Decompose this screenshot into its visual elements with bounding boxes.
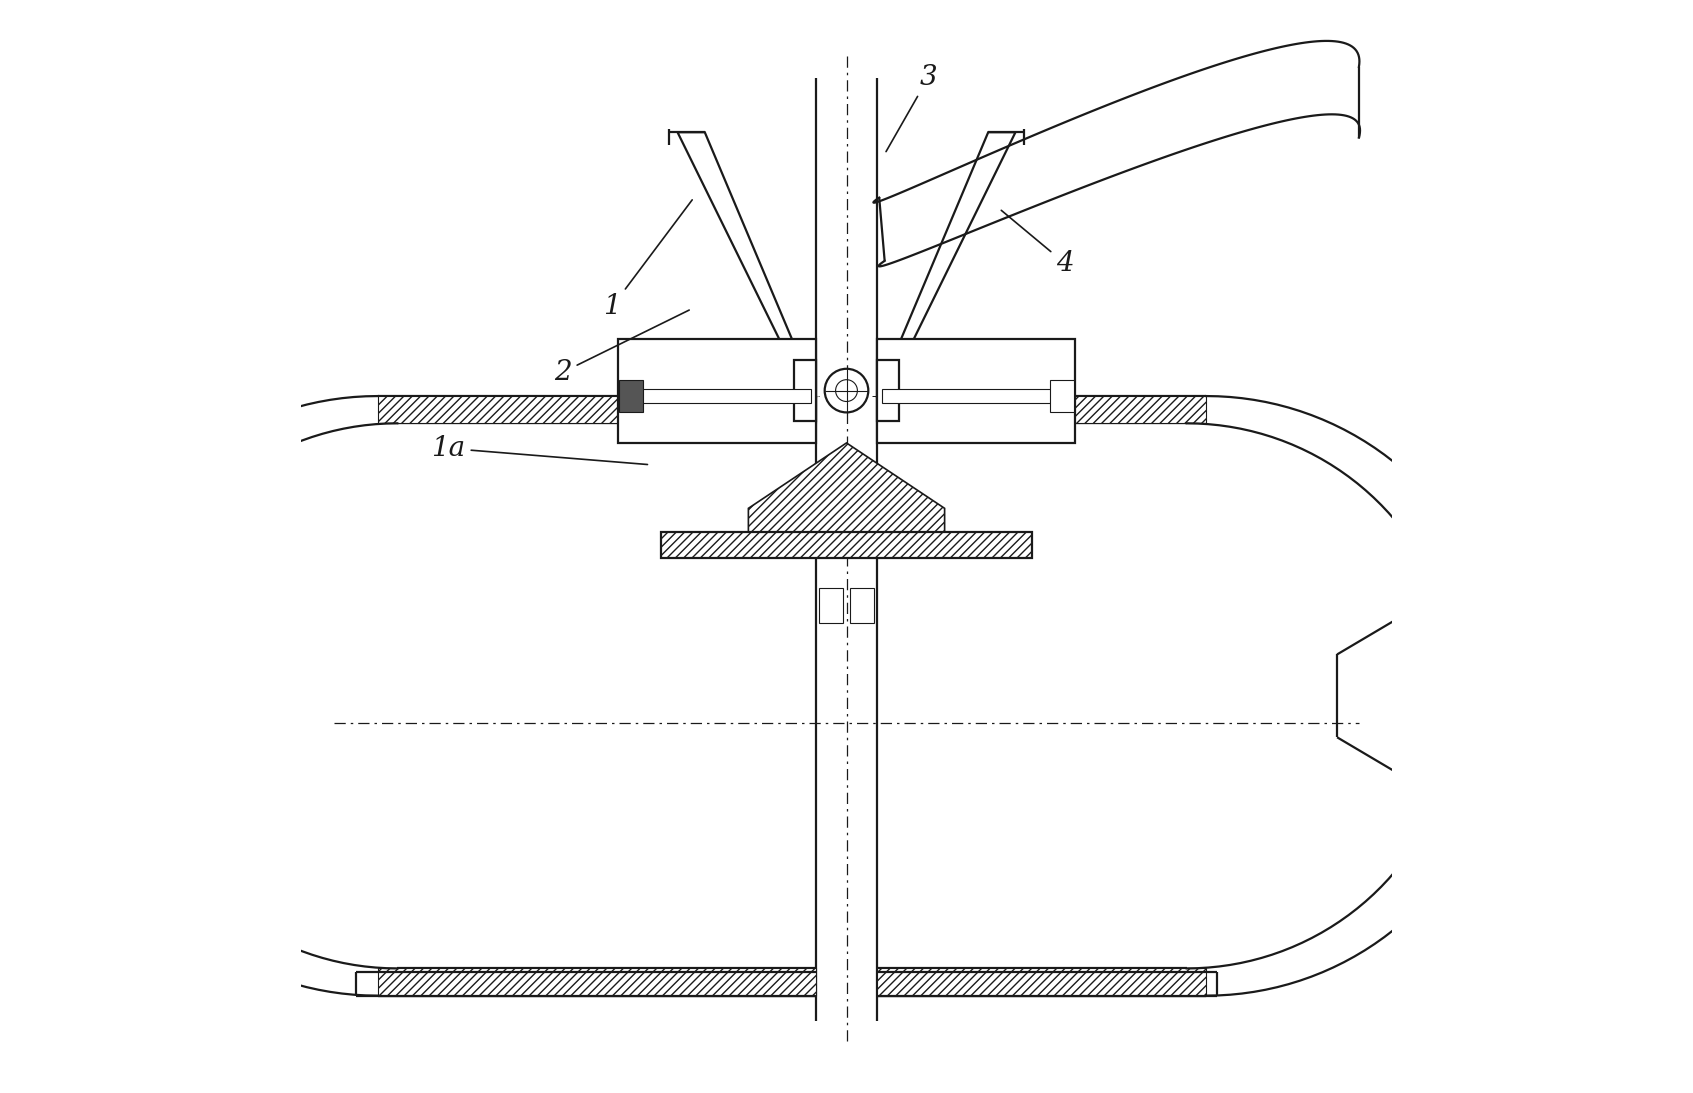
Polygon shape [618,379,643,412]
Circle shape [836,379,857,401]
Polygon shape [877,396,1207,423]
Polygon shape [819,588,843,623]
Text: 3: 3 [885,64,938,152]
Circle shape [824,368,869,412]
Text: 2: 2 [554,310,689,386]
Text: 1: 1 [603,200,692,320]
Polygon shape [378,968,816,996]
Polygon shape [628,389,811,403]
Polygon shape [877,968,1207,996]
Polygon shape [618,339,816,443]
Polygon shape [677,132,816,396]
Polygon shape [1050,379,1075,412]
Polygon shape [662,532,1031,559]
Polygon shape [877,339,1075,443]
Text: 1a: 1a [432,435,647,465]
Polygon shape [877,360,899,421]
Polygon shape [748,443,945,532]
Polygon shape [877,132,1016,396]
Polygon shape [378,396,816,423]
Polygon shape [794,360,816,421]
Polygon shape [882,389,1065,403]
Text: 4: 4 [1001,210,1073,277]
Polygon shape [850,588,874,623]
